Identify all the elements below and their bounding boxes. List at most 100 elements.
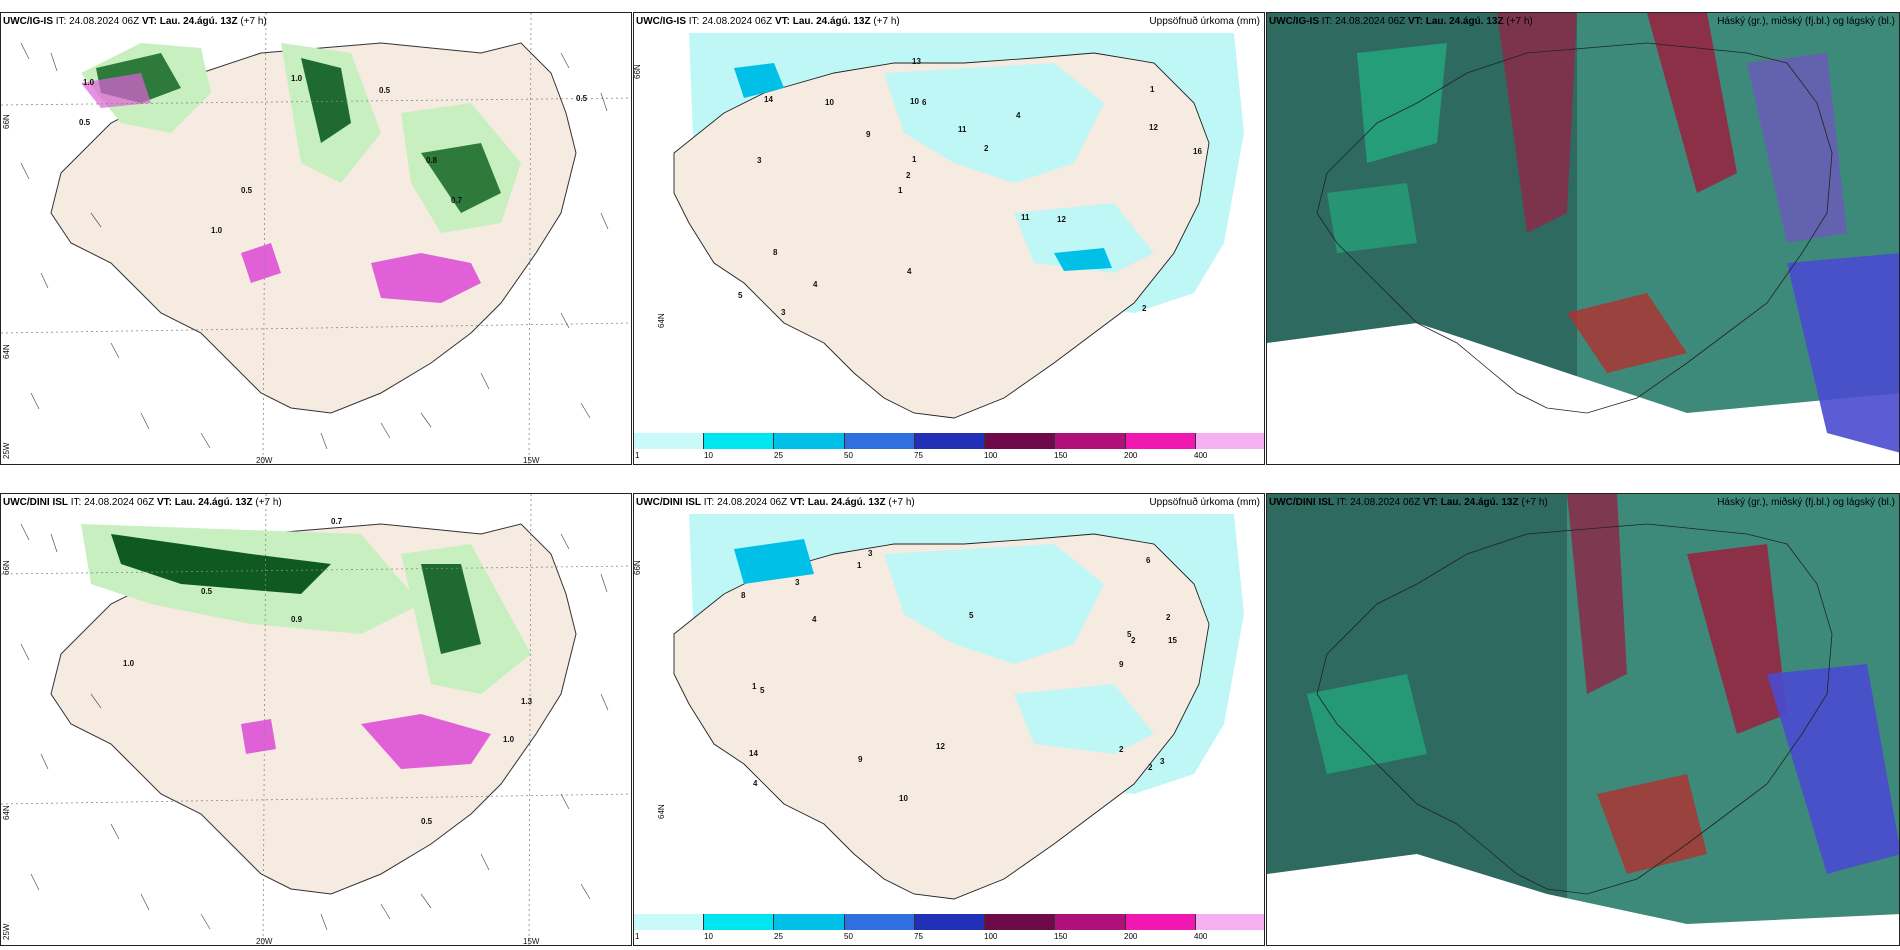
panel-subtitle: Uppsöfnuð úrkoma (mm) [1149, 497, 1260, 508]
precip-value: 1 [898, 186, 903, 195]
svg-text:66N: 66N [634, 64, 642, 79]
svg-text:25W: 25W [2, 923, 11, 940]
precip-value: 14 [749, 749, 758, 758]
precip-value: 3 [757, 156, 762, 165]
precip-value: 1 [752, 682, 757, 691]
precip-value: 8 [773, 248, 778, 257]
precip-value: 5 [738, 291, 743, 300]
precip-colorbar [634, 914, 1264, 930]
precip-value: 2 [1142, 304, 1147, 313]
precip-value: 3 [795, 578, 800, 587]
precip-value: 13 [912, 57, 921, 66]
map-clouds-top [1267, 13, 1899, 464]
precip-value: 5 [760, 686, 765, 695]
svg-text:0.5: 0.5 [576, 94, 588, 103]
svg-text:66N: 66N [634, 560, 642, 575]
precip-value: 4 [907, 267, 912, 276]
panel-header: UWC/DINI ISL IT: 24.08.2024 06Z VT: Lau.… [3, 497, 282, 508]
precip-value: 1 [857, 561, 862, 570]
lon-label: 20W [256, 456, 273, 465]
precip-value: 3 [868, 549, 873, 558]
panel-dini-clouds: UWC/DINI ISL IT: 24.08.2024 06Z VT: Lau.… [1266, 493, 1900, 946]
precip-value: 9 [858, 755, 863, 764]
precip-value: 2 [984, 144, 989, 153]
svg-text:0.5: 0.5 [241, 186, 253, 195]
precip-value: 6 [1146, 556, 1151, 565]
panel-header: UWC/IG-IS IT: 24.08.2024 06Z VT: Lau. 24… [636, 16, 900, 27]
precip-value: 6 [922, 98, 927, 107]
map-wind-precip-bottom: 0.7 1.0 0.5 0.9 1.3 0.5 1.0 66N 64N 25W … [1, 494, 631, 946]
panel-header: UWC/IG-IS IT: 24.08.2024 06Z VT: Lau. 24… [1269, 16, 1533, 27]
panel-dini-wind-precip: 0.7 1.0 0.5 0.9 1.3 0.5 1.0 66N 64N 25W … [0, 493, 632, 946]
svg-text:1.0: 1.0 [123, 659, 135, 668]
svg-text:0.5: 0.5 [201, 587, 213, 596]
svg-text:0.8: 0.8 [426, 156, 438, 165]
svg-text:64N: 64N [657, 313, 666, 328]
precip-value: 16 [1193, 147, 1202, 156]
precip-value: 2 [1119, 745, 1124, 754]
svg-text:64N: 64N [2, 805, 11, 820]
iceland-coastline [1316, 523, 1833, 895]
svg-text:1.0: 1.0 [211, 226, 223, 235]
svg-text:20W: 20W [256, 937, 273, 946]
svg-text:66N: 66N [2, 560, 11, 575]
svg-text:64N: 64N [657, 804, 666, 819]
magenta-precip-area [371, 253, 481, 303]
svg-text:1.0: 1.0 [291, 74, 303, 83]
iceland-coastline [1316, 42, 1833, 414]
precip-value: 9 [866, 130, 871, 139]
svg-text:15W: 15W [523, 937, 540, 946]
precip-value: 2 [906, 171, 911, 180]
precip-value: 11 [958, 125, 967, 134]
panel-header: UWC/DINI ISL IT: 24.08.2024 06Z VT: Lau.… [636, 497, 915, 508]
svg-text:25W: 25W [2, 442, 11, 459]
svg-text:0.5: 0.5 [379, 86, 391, 95]
map-wind-precip-top: 1.0 0.5 1.0 0.5 0.8 0.5 1.0 0.7 0.5 66N … [1, 13, 631, 465]
panel-subtitle: Háský (gr.), miðský (fj.bl.) og lágský (… [1717, 16, 1895, 27]
precip-value: 10 [910, 97, 919, 106]
precip-value: 2 [1166, 613, 1171, 622]
panel-ig-precip: 2 3 1 1 4 3 10 11 8 9 5 4 6 2 12 14 13 16 11 12 2 4 1 10 66N 64… [633, 12, 1265, 465]
colorbar-tick: 1 [635, 451, 640, 460]
panel-subtitle: Uppsöfnuð úrkoma (mm) [1149, 16, 1260, 27]
precip-value: 4 [1016, 111, 1021, 120]
svg-text:64N: 64N [2, 344, 11, 359]
precip-value: 12 [1057, 215, 1066, 224]
svg-text:0.5: 0.5 [421, 817, 433, 826]
precip-value: 14 [764, 95, 773, 104]
precip-value: 9 [1119, 660, 1124, 669]
panel-header: UWC/DINI ISL IT: 24.08.2024 06Z VT: Lau.… [1269, 497, 1548, 508]
precip-value: 4 [812, 615, 817, 624]
precip-value: 2 [1131, 636, 1136, 645]
precip-value: 2 [1148, 763, 1153, 772]
precip-value: 15 [1168, 636, 1177, 645]
panel-dini-precip: 2 2 3 5 4 3 5 9 6 4 15 8 9 10 14 3 2 1 12 2 1 5 66N 64N 1 10 … [633, 493, 1265, 946]
precip-value: 10 [825, 98, 834, 107]
precip-value: 8 [741, 591, 746, 600]
panel-header: UWC/IG-IS IT: 24.08.2024 06Z VT: Lau. 24… [3, 16, 267, 27]
precip-value: 12 [936, 742, 945, 751]
precip-value: 12 [1149, 123, 1158, 132]
precip-value: 3 [1160, 757, 1165, 766]
precip-value: 1 [912, 155, 917, 164]
panel-ig-wind-precip: 1.0 0.5 1.0 0.5 0.8 0.5 1.0 0.7 0.5 66N … [0, 12, 632, 465]
precip-value: 11 [1021, 213, 1030, 222]
svg-text:0.7: 0.7 [331, 517, 343, 526]
svg-text:0.7: 0.7 [451, 196, 463, 205]
svg-text:1.3: 1.3 [521, 697, 533, 706]
precip-value: 3 [781, 308, 786, 317]
precip-colorbar [634, 433, 1264, 449]
precip-value: 1 [1150, 85, 1155, 94]
svg-text:1.0: 1.0 [503, 735, 515, 744]
panel-subtitle: Háský (gr.), miðský (fj.bl.) og lágský (… [1717, 497, 1895, 508]
svg-text:1.0: 1.0 [83, 78, 95, 87]
precip-value: 10 [899, 794, 908, 803]
precip-value: 5 [1127, 630, 1132, 639]
svg-text:15W: 15W [523, 456, 540, 465]
panel-ig-clouds: UWC/IG-IS IT: 24.08.2024 06Z VT: Lau. 24… [1266, 12, 1900, 465]
svg-text:0.5: 0.5 [79, 118, 91, 127]
precip-value: 5 [969, 611, 974, 620]
